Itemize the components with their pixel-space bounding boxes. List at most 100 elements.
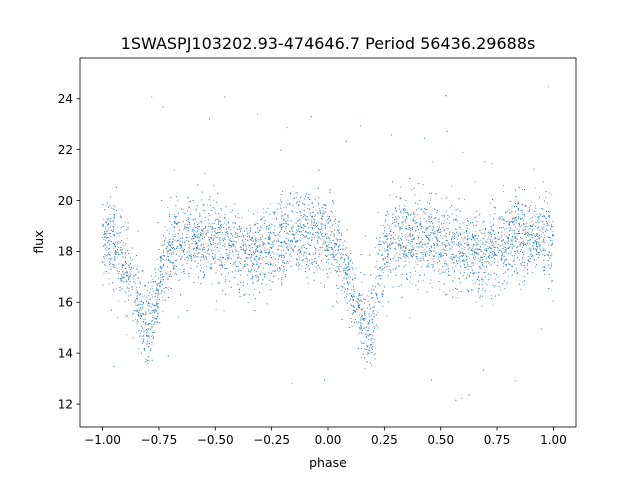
data-point (338, 229, 340, 231)
data-point (376, 297, 378, 299)
data-point (306, 258, 308, 260)
data-point (445, 253, 447, 255)
data-point (393, 221, 395, 223)
data-point (522, 243, 524, 245)
data-point (552, 220, 554, 223)
data-point (506, 283, 508, 285)
data-point (418, 232, 421, 234)
data-point (141, 304, 143, 306)
data-point (527, 249, 529, 251)
data-point (267, 248, 269, 250)
data-point (235, 234, 237, 236)
data-point (398, 217, 401, 219)
data-point (344, 272, 346, 274)
data-point (184, 259, 186, 261)
data-point (194, 232, 196, 234)
data-point (541, 233, 543, 235)
data-point (137, 314, 139, 316)
data-point (432, 225, 434, 227)
data-point (355, 295, 357, 298)
data-point (551, 243, 554, 245)
data-point (247, 302, 249, 304)
data-point (270, 289, 272, 291)
data-point (409, 281, 411, 283)
data-point (358, 333, 360, 335)
data-point (220, 209, 222, 211)
data-point (134, 282, 136, 284)
data-point (263, 216, 265, 218)
data-point (406, 239, 408, 241)
data-point (233, 243, 235, 245)
data-point (518, 224, 520, 226)
data-point (234, 249, 236, 251)
data-point (292, 230, 294, 232)
data-point (443, 216, 445, 218)
data-point (107, 227, 109, 230)
data-point (351, 266, 353, 269)
data-point (170, 262, 172, 264)
data-point (357, 302, 359, 305)
data-point (249, 236, 251, 238)
data-point (550, 244, 552, 246)
data-point (112, 220, 114, 222)
data-point (103, 243, 105, 245)
data-point (317, 234, 319, 237)
data-point (384, 221, 386, 223)
data-point (539, 222, 541, 224)
data-point (386, 265, 389, 267)
data-point (482, 229, 484, 231)
data-point (441, 244, 444, 246)
data-point (188, 251, 190, 253)
data-point (326, 236, 328, 238)
data-point (492, 304, 494, 306)
data-point (501, 240, 503, 243)
data-point (537, 225, 540, 227)
data-point (444, 265, 446, 267)
data-point (374, 353, 376, 355)
data-point (114, 224, 116, 226)
data-point (329, 240, 331, 242)
data-point (481, 261, 483, 264)
data-point (240, 246, 242, 248)
data-point (505, 212, 507, 214)
data-point (170, 196, 172, 199)
data-point (116, 267, 118, 269)
data-point (184, 253, 186, 255)
data-point (103, 232, 106, 234)
data-point (187, 254, 189, 256)
data-point (193, 224, 195, 226)
data-point (541, 254, 543, 256)
data-point (405, 236, 407, 238)
data-point (255, 237, 257, 239)
data-point (544, 248, 546, 250)
data-point (532, 271, 534, 274)
data-point (551, 223, 553, 225)
data-point (330, 247, 332, 249)
data-point (281, 246, 284, 248)
data-point (439, 244, 441, 247)
data-point (327, 254, 329, 256)
data-point (324, 211, 326, 213)
data-point (277, 270, 279, 272)
data-point (141, 309, 143, 311)
data-point (464, 237, 466, 239)
data-point (333, 233, 335, 235)
data-point (489, 255, 491, 257)
data-point (385, 266, 387, 268)
data-point (108, 278, 110, 280)
data-point (350, 259, 352, 261)
data-point (116, 241, 118, 243)
data-point (502, 239, 505, 241)
data-point (337, 287, 339, 290)
data-point (262, 236, 264, 238)
data-point (359, 321, 361, 324)
data-point (315, 249, 317, 252)
data-point (131, 268, 133, 270)
data-point (173, 236, 175, 238)
data-point (281, 218, 283, 220)
data-point (470, 253, 472, 256)
data-point (404, 205, 406, 207)
data-point (484, 234, 486, 236)
data-point (520, 263, 522, 265)
data-point (150, 275, 152, 277)
